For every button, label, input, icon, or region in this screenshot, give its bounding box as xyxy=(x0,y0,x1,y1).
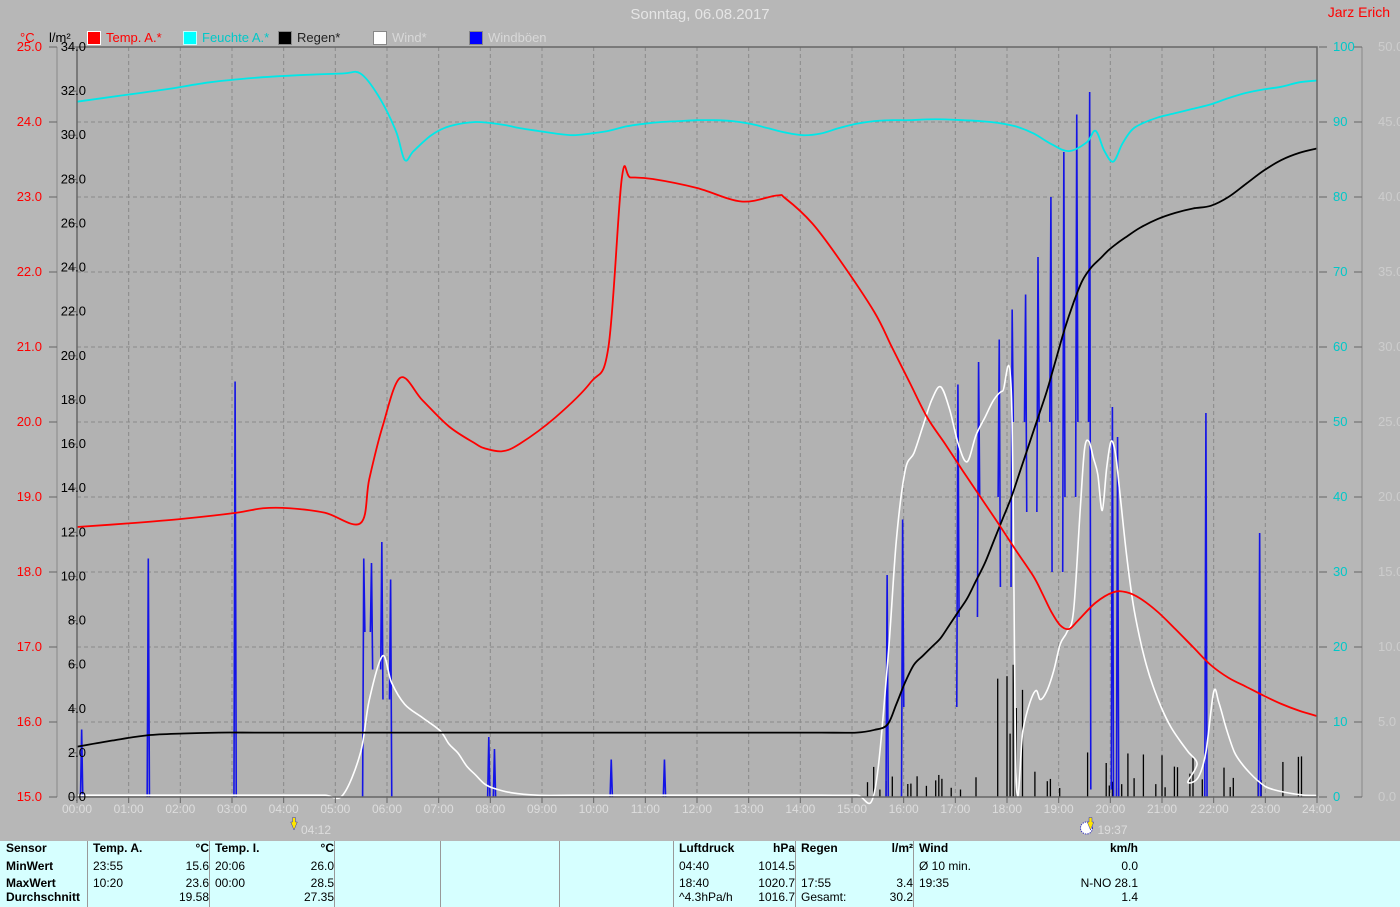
svg-text:20.0: 20.0 xyxy=(61,348,86,363)
svg-text:34.0: 34.0 xyxy=(61,39,86,54)
svg-text:8.0: 8.0 xyxy=(68,613,86,628)
svg-text:21.0: 21.0 xyxy=(17,339,42,354)
svg-text:06:00: 06:00 xyxy=(372,802,402,816)
svg-text:15.0: 15.0 xyxy=(1378,564,1400,579)
svg-text:10: 10 xyxy=(1333,714,1347,729)
svg-text:09:00: 09:00 xyxy=(527,802,557,816)
svg-text:0.0: 0.0 xyxy=(1378,789,1396,804)
svg-text:02:00: 02:00 xyxy=(165,802,195,816)
svg-text:50: 50 xyxy=(1333,414,1347,429)
svg-text:10:00: 10:00 xyxy=(579,802,609,816)
svg-text:21:00: 21:00 xyxy=(1147,802,1177,816)
svg-text:23.0: 23.0 xyxy=(17,189,42,204)
svg-text:25.0: 25.0 xyxy=(1378,414,1400,429)
svg-text:15.0: 15.0 xyxy=(17,789,42,804)
svg-text:17.0: 17.0 xyxy=(17,639,42,654)
svg-text:0: 0 xyxy=(1333,789,1340,804)
svg-text:40.0: 40.0 xyxy=(1378,189,1400,204)
svg-text:16.0: 16.0 xyxy=(17,714,42,729)
svg-text:20.0: 20.0 xyxy=(1378,489,1400,504)
svg-text:18.0: 18.0 xyxy=(61,392,86,407)
svg-text:17:00: 17:00 xyxy=(940,802,970,816)
svg-text:32.0: 32.0 xyxy=(61,83,86,98)
svg-text:20.0: 20.0 xyxy=(17,414,42,429)
svg-text:22:00: 22:00 xyxy=(1199,802,1229,816)
svg-text:24.0: 24.0 xyxy=(61,260,86,275)
svg-text:30.0: 30.0 xyxy=(1378,339,1400,354)
svg-text:4.0: 4.0 xyxy=(68,701,86,716)
svg-text:19:37: 19:37 xyxy=(1098,823,1128,837)
svg-text:12.0: 12.0 xyxy=(61,524,86,539)
svg-text:28.0: 28.0 xyxy=(61,171,86,186)
svg-text:16:00: 16:00 xyxy=(889,802,919,816)
svg-text:26.0: 26.0 xyxy=(61,215,86,230)
svg-text:03:00: 03:00 xyxy=(217,802,247,816)
svg-text:14:00: 14:00 xyxy=(785,802,815,816)
svg-text:19.0: 19.0 xyxy=(17,489,42,504)
svg-text:5.0: 5.0 xyxy=(1378,714,1396,729)
svg-text:12:00: 12:00 xyxy=(682,802,712,816)
svg-text:23:00: 23:00 xyxy=(1250,802,1280,816)
svg-text:11:00: 11:00 xyxy=(631,802,660,816)
svg-text:08:00: 08:00 xyxy=(475,802,505,816)
svg-text:90: 90 xyxy=(1333,114,1347,129)
svg-text:24:00: 24:00 xyxy=(1302,802,1332,816)
svg-text:30: 30 xyxy=(1333,564,1347,579)
svg-text:24.0: 24.0 xyxy=(17,114,42,129)
svg-text:04:00: 04:00 xyxy=(269,802,299,816)
svg-text:01:00: 01:00 xyxy=(114,802,144,816)
svg-text:30.0: 30.0 xyxy=(61,127,86,142)
svg-text:20:00: 20:00 xyxy=(1095,802,1125,816)
svg-text:22.0: 22.0 xyxy=(17,264,42,279)
svg-text:19:00: 19:00 xyxy=(1044,802,1074,816)
svg-text:00:00: 00:00 xyxy=(62,802,92,816)
svg-text:2.0: 2.0 xyxy=(68,745,86,760)
svg-text:04:12: 04:12 xyxy=(301,823,331,837)
svg-text:45.0: 45.0 xyxy=(1378,114,1400,129)
svg-text:60: 60 xyxy=(1333,339,1347,354)
svg-text:40: 40 xyxy=(1333,489,1347,504)
svg-text:10.0: 10.0 xyxy=(1378,639,1400,654)
svg-text:05:00: 05:00 xyxy=(320,802,350,816)
svg-text:14.0: 14.0 xyxy=(61,480,86,495)
svg-text:07:00: 07:00 xyxy=(424,802,454,816)
svg-text:10.0: 10.0 xyxy=(61,568,86,583)
svg-text:20: 20 xyxy=(1333,639,1347,654)
svg-text:6.0: 6.0 xyxy=(68,657,86,672)
svg-text:18:00: 18:00 xyxy=(992,802,1022,816)
svg-text:80: 80 xyxy=(1333,189,1347,204)
svg-text:100: 100 xyxy=(1333,39,1355,54)
svg-text:25.0: 25.0 xyxy=(17,39,42,54)
svg-text:50.0: 50.0 xyxy=(1378,39,1400,54)
svg-text:35.0: 35.0 xyxy=(1378,264,1400,279)
svg-text:70: 70 xyxy=(1333,264,1347,279)
svg-text:15:00: 15:00 xyxy=(837,802,867,816)
svg-text:22.0: 22.0 xyxy=(61,304,86,319)
svg-text:13:00: 13:00 xyxy=(734,802,764,816)
svg-text:18.0: 18.0 xyxy=(17,564,42,579)
svg-text:16.0: 16.0 xyxy=(61,436,86,451)
